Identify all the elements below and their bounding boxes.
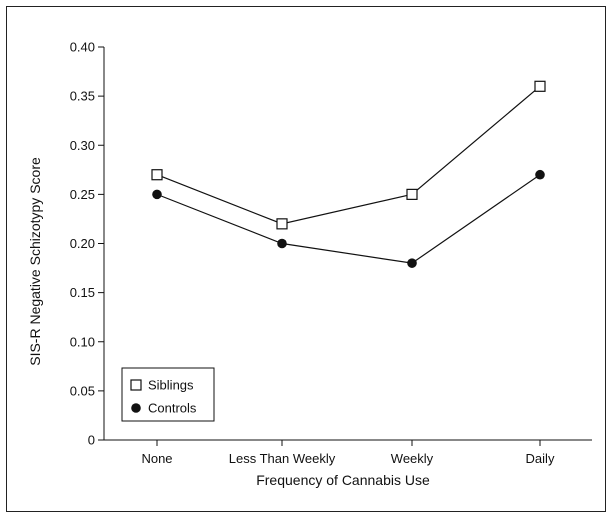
x-ticks: None Less Than Weekly Weekly Daily bbox=[141, 440, 555, 466]
legend-marker-controls bbox=[131, 403, 141, 413]
data-point-controls bbox=[152, 189, 162, 200]
series-layer bbox=[151, 80, 546, 268]
y-tick-label: 0.15 bbox=[70, 285, 95, 300]
y-axis-title: SIS-R Negative Schizotypy Score bbox=[27, 157, 43, 366]
y-tick-label: 0.35 bbox=[70, 89, 95, 104]
x-tick-label: Daily bbox=[526, 451, 555, 466]
legend-label-siblings: Siblings bbox=[148, 378, 194, 393]
data-point-controls bbox=[277, 238, 287, 249]
data-point-controls bbox=[407, 258, 417, 268]
legend: Siblings Controls bbox=[121, 367, 215, 422]
y-tick-label: 0.25 bbox=[70, 187, 95, 202]
data-point-siblings bbox=[534, 80, 546, 92]
y-ticks: 0 0.05 0.10 0.15 0.20 0.25 0.30 0.35 0.40 bbox=[70, 40, 104, 448]
legend-marker-siblings bbox=[130, 379, 142, 391]
y-tick-label: 0 bbox=[88, 433, 95, 448]
data-point-controls bbox=[535, 169, 545, 180]
data-point-siblings bbox=[406, 188, 418, 200]
x-tick-label: None bbox=[141, 451, 172, 466]
y-tick-label: 0.20 bbox=[70, 236, 95, 251]
y-tick-label: 0.30 bbox=[70, 138, 95, 153]
series-line-controls bbox=[156, 174, 541, 264]
y-tick-label: 0.10 bbox=[70, 334, 95, 349]
y-tick-label: 0.05 bbox=[70, 383, 95, 398]
legend-label-controls: Controls bbox=[148, 401, 197, 416]
data-point-siblings bbox=[276, 218, 288, 230]
data-point-siblings bbox=[151, 169, 163, 181]
x-tick-label: Weekly bbox=[391, 451, 434, 466]
legend-items: Siblings Controls bbox=[130, 378, 197, 416]
x-axis-title: Frequency of Cannabis Use bbox=[256, 472, 430, 488]
y-tick-label: 0.40 bbox=[70, 40, 95, 55]
x-tick-label: Less Than Weekly bbox=[229, 451, 336, 466]
series-line-siblings bbox=[156, 85, 541, 225]
chart-frame bbox=[6, 6, 606, 512]
